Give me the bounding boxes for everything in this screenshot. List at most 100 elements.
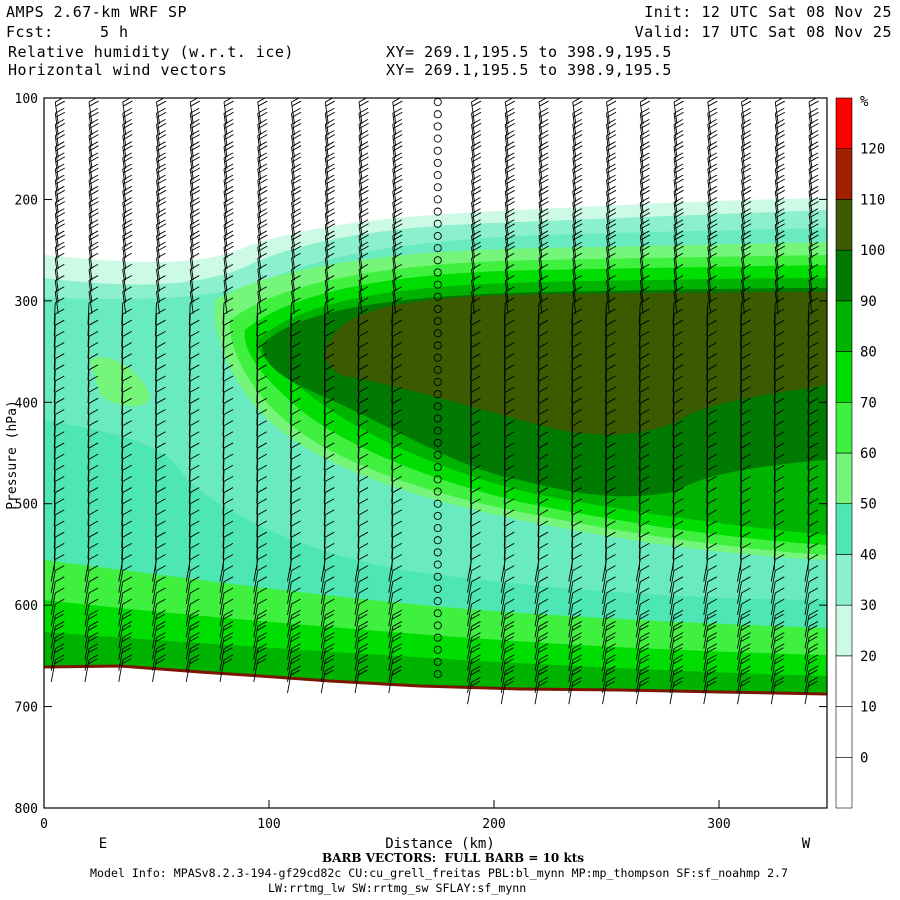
wind-barb-feather [741, 234, 752, 241]
wind-barb-feather [223, 420, 234, 427]
wind-barb-feather [605, 613, 615, 620]
wind-barb-feather [505, 156, 516, 163]
wind-barb-shaft [703, 604, 709, 627]
wind-barb-feather [88, 241, 99, 248]
wind-barb-feather [538, 609, 549, 616]
wind-barb-shaft [156, 258, 160, 281]
wind-barb-feather [189, 613, 199, 620]
wind-barb-shaft [156, 291, 160, 314]
wind-barb-feather [673, 98, 683, 103]
wind-barb-shaft [222, 470, 225, 493]
wind-barb-feather [707, 676, 717, 683]
wind-barb-feather [639, 658, 649, 665]
wind-barb-shaft [537, 414, 540, 437]
wind-barb-shaft [503, 436, 506, 459]
wind-barb-shaft [388, 604, 394, 627]
wind-barb-shaft [53, 470, 56, 493]
wind-barb-feather [359, 201, 369, 207]
wind-barb-feather [291, 531, 301, 538]
wind-barb-shaft [605, 369, 607, 392]
wind-barb-shaft [807, 358, 810, 381]
wind-barb-feather [224, 122, 234, 129]
wind-barb-shaft [470, 425, 472, 448]
wind-barb-shaft [504, 269, 509, 292]
wind-barb-feather [572, 297, 582, 304]
wind-barb-shaft [706, 447, 709, 470]
wind-barb-feather [256, 647, 267, 654]
wind-barb-feather [291, 174, 301, 181]
wind-barb-shaft [470, 392, 472, 415]
wind-barb-feather [358, 364, 369, 371]
wind-barb-feather [471, 609, 481, 616]
wind-barb-feather [291, 145, 302, 152]
wind-barb-shaft [635, 570, 641, 593]
wind-barb-feather [358, 636, 368, 642]
wind-barb-feather [707, 364, 717, 371]
wind-barb-shaft [571, 347, 574, 370]
wind-barb-feather [257, 297, 267, 304]
wind-barb-feather [808, 409, 819, 415]
wind-barb-feather [258, 167, 268, 174]
wind-barb-shaft [155, 514, 157, 537]
wind-barb-feather [639, 647, 649, 654]
wind-barb-feather [359, 223, 369, 230]
wind-barb-shaft [290, 403, 292, 426]
wind-barb-feather [571, 625, 582, 631]
wind-barb-shaft [87, 548, 90, 571]
wind-barb-feather [223, 509, 234, 516]
wind-barb-feather [572, 330, 582, 337]
wind-barb-feather [808, 621, 819, 627]
wind-barb-shaft [53, 537, 56, 560]
wind-barb-shaft [323, 314, 326, 337]
wind-barb-feather [122, 453, 132, 460]
wind-barb-feather [325, 178, 336, 185]
wind-barb-feather [674, 167, 684, 174]
wind-barb-feather [325, 520, 335, 527]
wind-barb-feather [257, 609, 267, 616]
wind-barb-shaft [635, 592, 641, 616]
wind-barb-feather [88, 542, 99, 549]
wind-barb-feather [257, 174, 267, 181]
wind-barb-feather [156, 632, 166, 638]
wind-barb-feather [358, 621, 369, 627]
wind-barb-feather [674, 234, 684, 241]
calm-wind-circle [433, 341, 442, 350]
wind-barb-feather [123, 122, 133, 129]
wind-barb-feather [775, 431, 785, 438]
wind-barb-shaft [706, 459, 709, 482]
wind-barb-feather [538, 520, 549, 527]
wind-barb-feather [538, 275, 549, 281]
wind-barb-feather [775, 397, 785, 404]
wind-barb-shaft [222, 380, 225, 404]
wind-barb-feather [538, 442, 549, 449]
wind-barb-feather [392, 565, 402, 572]
wind-barb-feather [640, 665, 650, 672]
wind-barb-feather [707, 476, 717, 482]
wind-barb-shaft [706, 514, 709, 537]
wind-barb-shaft [155, 380, 157, 404]
wind-barb-feather [156, 487, 166, 493]
wind-barb-shaft [50, 592, 56, 616]
wind-barb-feather [122, 598, 132, 605]
wind-barb-shaft [391, 436, 394, 459]
wind-barb-feather [740, 625, 750, 631]
wind-barb-feather [358, 453, 369, 460]
wind-barb-shaft [323, 414, 326, 437]
wind-barb-shaft [156, 280, 160, 303]
wind-barb-feather [538, 286, 549, 293]
wind-barb-feather [639, 636, 649, 642]
wind-barb-feather [505, 598, 515, 605]
wind-barb-feather [190, 420, 200, 427]
colorbar-label: 110 [860, 192, 885, 208]
wind-barb-shaft [155, 481, 157, 504]
wind-barb-feather [741, 431, 751, 438]
wind-barb-shaft [320, 581, 326, 604]
wind-barb-shaft [773, 314, 776, 337]
wind-barb-feather [358, 647, 368, 654]
colorbar-label: 90 [860, 294, 877, 310]
wind-barb-feather [538, 297, 549, 304]
wind-barb-feather [122, 565, 132, 572]
wind-barb-feather [55, 189, 66, 196]
wind-barb-feather [808, 487, 819, 493]
wind-barb-feather [190, 98, 199, 103]
